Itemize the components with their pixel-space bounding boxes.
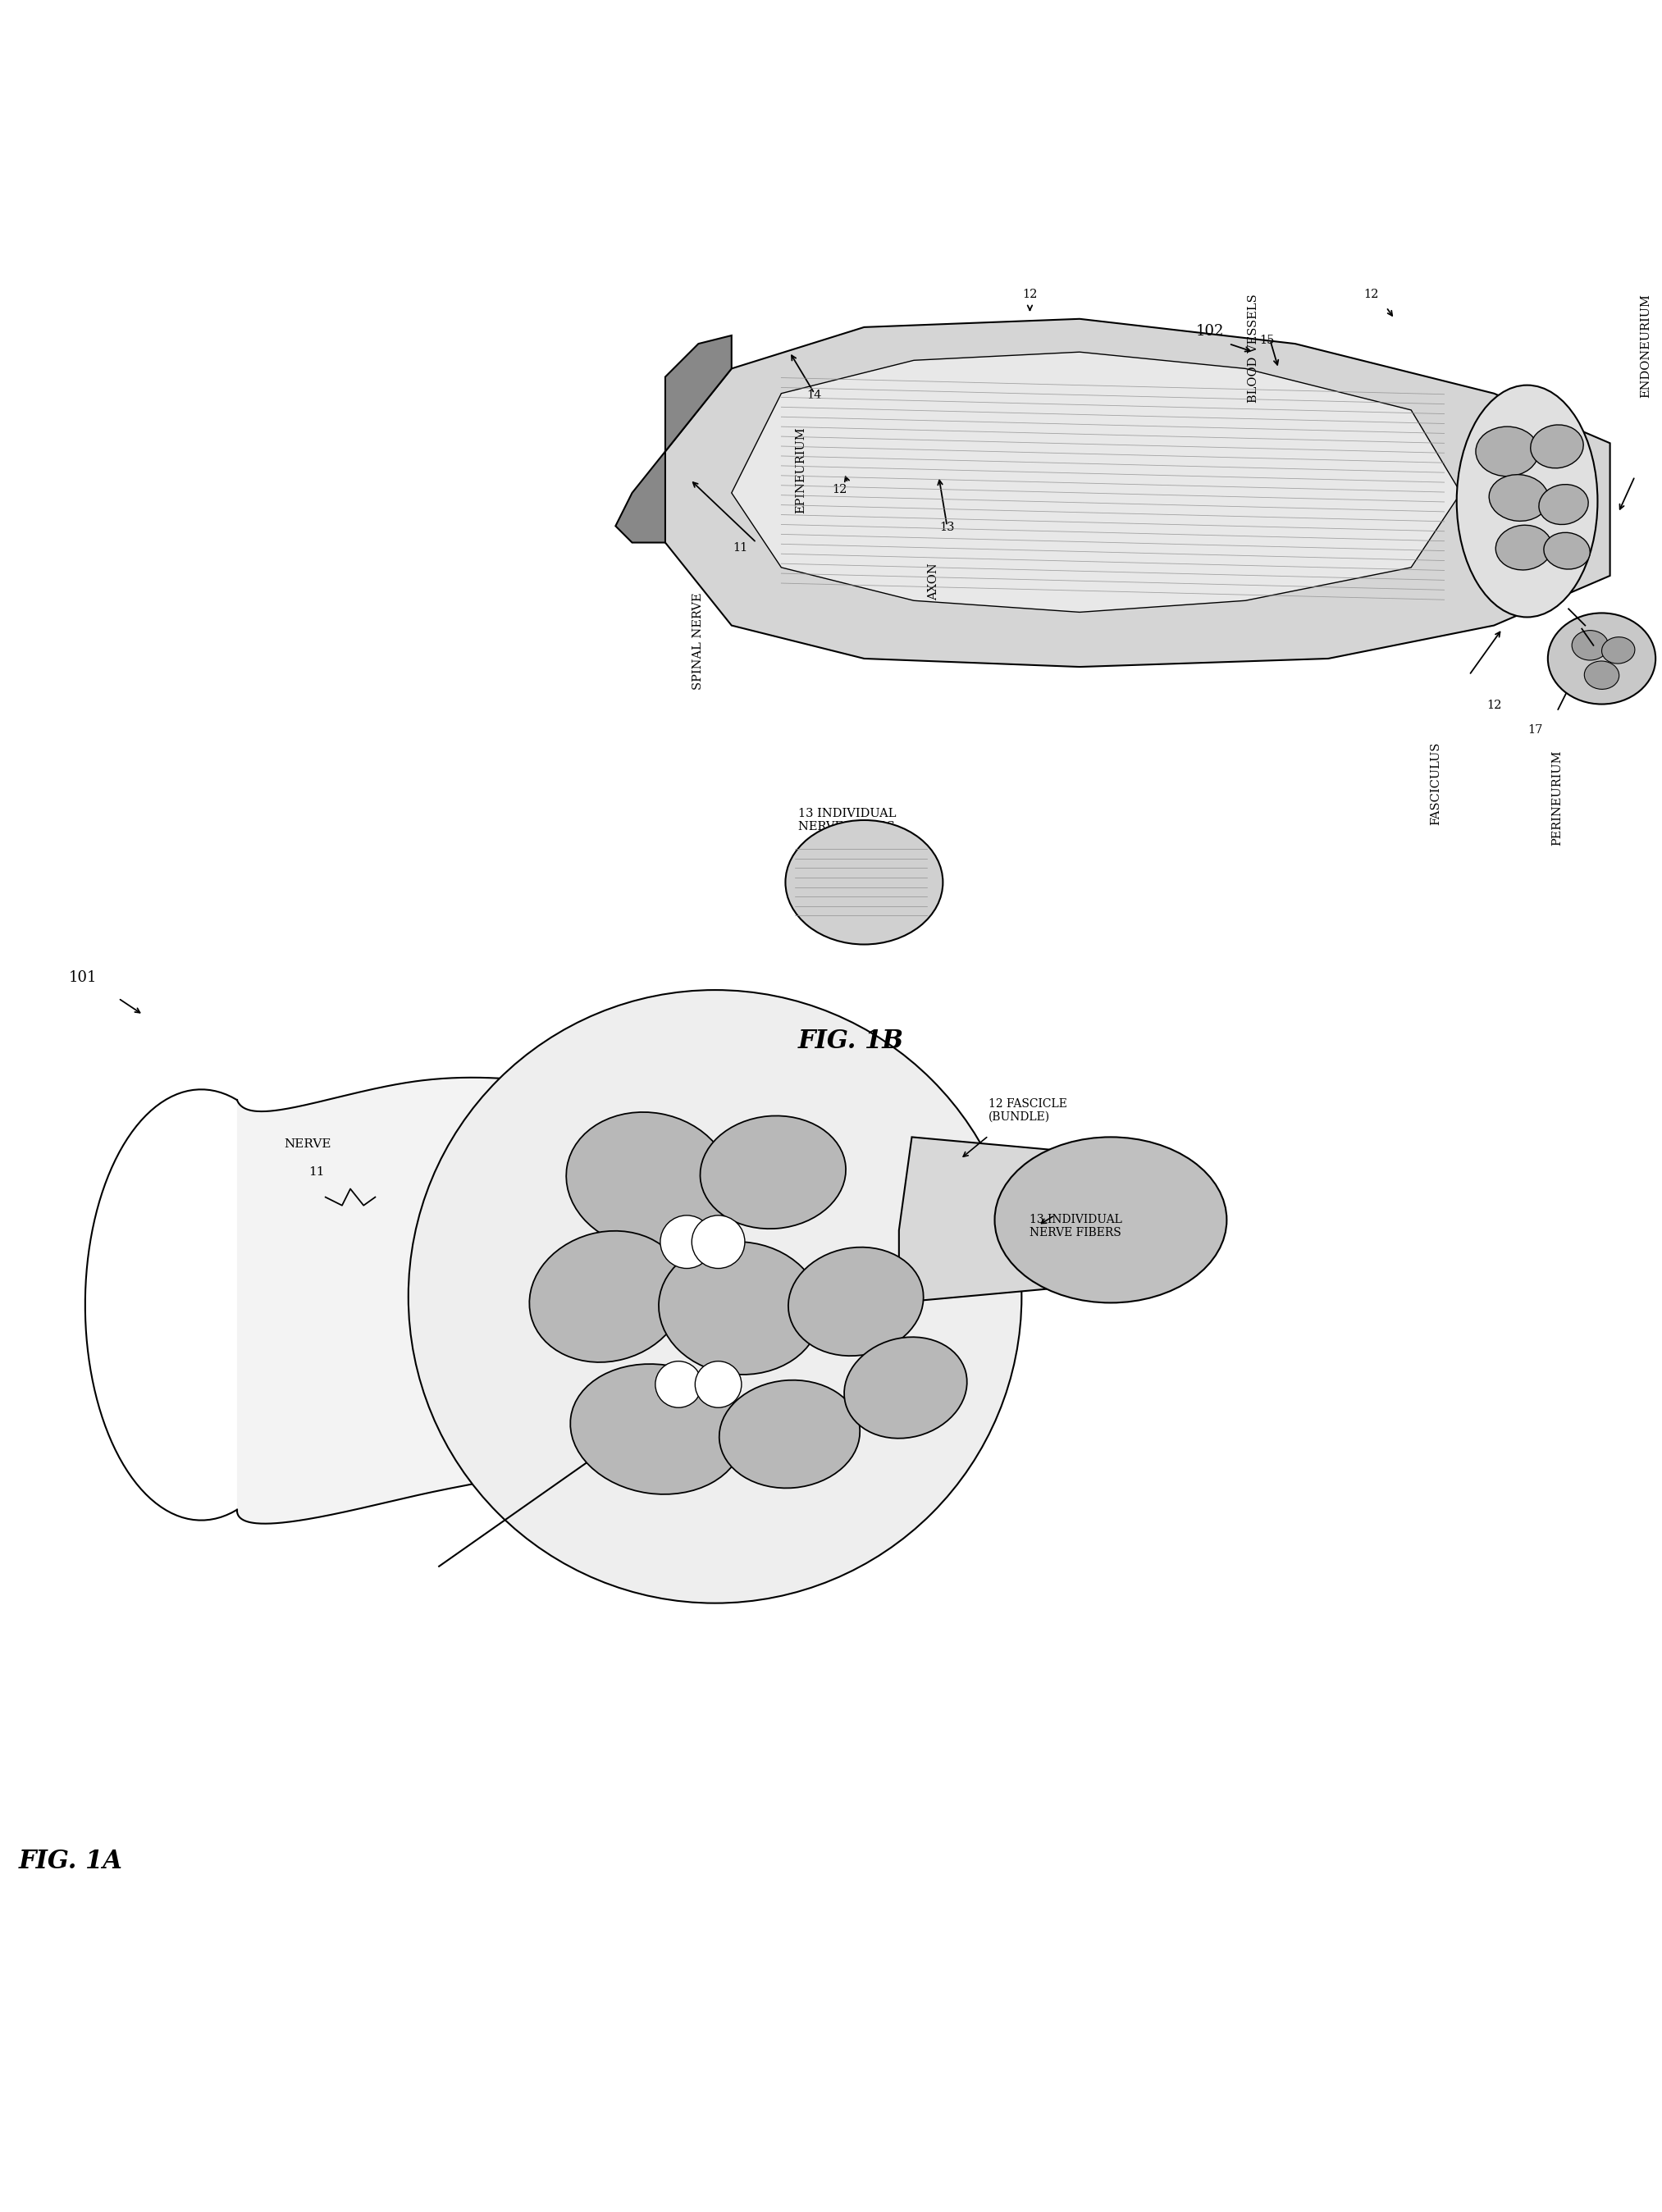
Ellipse shape <box>1531 425 1584 469</box>
Text: 102: 102 <box>1195 323 1223 338</box>
Circle shape <box>655 1360 701 1407</box>
Text: 12: 12 <box>1022 288 1037 301</box>
Text: 101: 101 <box>68 971 96 984</box>
Ellipse shape <box>994 1137 1227 1303</box>
Circle shape <box>691 1214 745 1267</box>
Text: 13 INDIVIDUAL
NERVE FIBERS: 13 INDIVIDUAL NERVE FIBERS <box>1030 1214 1122 1239</box>
Text: FASCICULUS: FASCICULUS <box>1431 741 1441 825</box>
Text: 15: 15 <box>1260 334 1275 347</box>
Text: 11: 11 <box>309 1166 324 1179</box>
Text: ENDONEURIUM: ENDONEURIUM <box>1640 294 1652 398</box>
Ellipse shape <box>1489 476 1549 522</box>
Polygon shape <box>238 1077 632 1524</box>
Ellipse shape <box>1476 427 1539 476</box>
Text: 12: 12 <box>831 484 848 495</box>
Ellipse shape <box>788 1248 924 1356</box>
Text: FIG. 1A: FIG. 1A <box>18 1849 123 1874</box>
Text: 14: 14 <box>806 389 823 400</box>
Text: AXON: AXON <box>927 562 939 599</box>
Ellipse shape <box>1456 385 1597 617</box>
Circle shape <box>660 1214 713 1267</box>
Text: 11: 11 <box>733 542 748 553</box>
Ellipse shape <box>1547 613 1655 703</box>
Ellipse shape <box>1496 524 1552 571</box>
Text: NERVE: NERVE <box>284 1139 331 1150</box>
Ellipse shape <box>658 1241 821 1374</box>
Text: EPINEURIUM: EPINEURIUM <box>796 427 808 513</box>
Ellipse shape <box>1544 533 1591 568</box>
Ellipse shape <box>570 1365 743 1495</box>
Circle shape <box>695 1360 741 1407</box>
Ellipse shape <box>700 1115 846 1230</box>
Ellipse shape <box>1572 630 1609 659</box>
Ellipse shape <box>530 1230 685 1363</box>
Ellipse shape <box>1539 484 1589 524</box>
Ellipse shape <box>720 1380 859 1489</box>
Polygon shape <box>665 319 1610 666</box>
Ellipse shape <box>844 1336 967 1438</box>
Text: PERINEURIUM: PERINEURIUM <box>1551 750 1562 845</box>
Polygon shape <box>731 352 1461 613</box>
Text: 12: 12 <box>1486 699 1501 710</box>
Circle shape <box>409 991 1022 1604</box>
Ellipse shape <box>786 821 942 945</box>
Ellipse shape <box>1602 637 1635 664</box>
Text: SPINAL NERVE: SPINAL NERVE <box>693 593 705 690</box>
Text: FIG. 1B: FIG. 1B <box>798 1029 904 1053</box>
Text: 12 FASCICLE
(BUNDLE): 12 FASCICLE (BUNDLE) <box>989 1097 1067 1121</box>
Text: 18: 18 <box>1619 684 1634 695</box>
Polygon shape <box>615 336 731 542</box>
Text: 17: 17 <box>1527 723 1542 737</box>
Polygon shape <box>896 1137 1094 1347</box>
Ellipse shape <box>567 1113 731 1250</box>
Text: BLOOD VESSELS: BLOOD VESSELS <box>1248 294 1260 403</box>
Ellipse shape <box>1584 661 1619 690</box>
Text: 13 INDIVIDUAL
NERVE FIBERS: 13 INDIVIDUAL NERVE FIBERS <box>798 807 896 832</box>
Text: 13: 13 <box>939 522 954 533</box>
Text: 12: 12 <box>1365 288 1379 301</box>
